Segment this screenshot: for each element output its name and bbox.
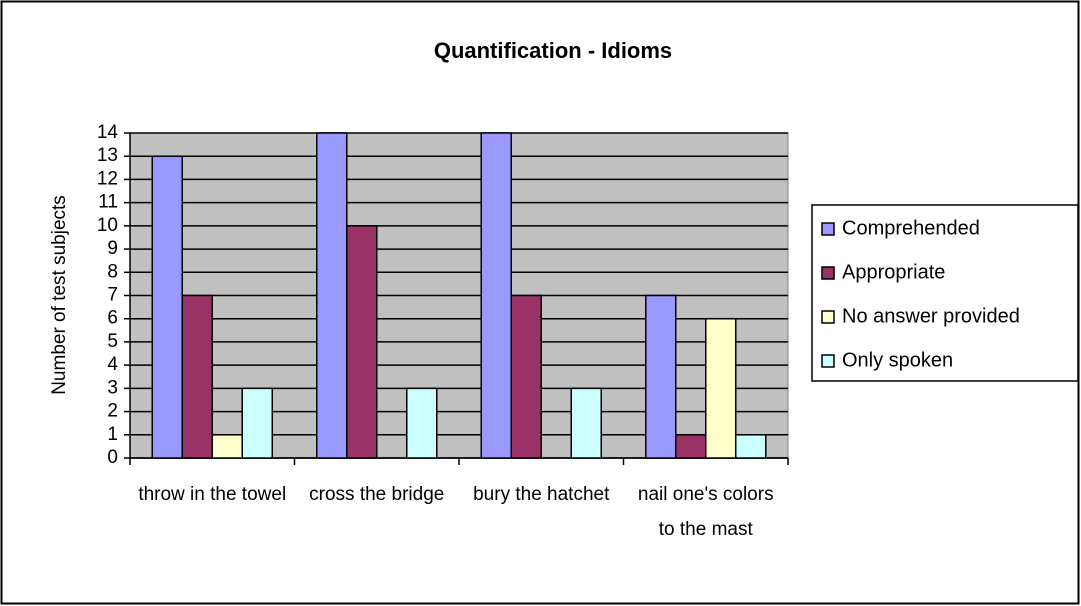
legend-swatch <box>821 222 835 236</box>
bar <box>735 434 767 459</box>
y-axis-label: Number of test subjects <box>49 195 70 395</box>
legend-label: Only spoken <box>842 349 953 371</box>
y-tick-label: 5 <box>107 331 118 352</box>
x-tick-label: bury the hatchet <box>473 484 610 505</box>
bar <box>346 225 378 459</box>
y-tick-label: 11 <box>98 192 118 213</box>
legend-label: Appropriate <box>842 261 945 283</box>
y-tick-label: 14 <box>97 122 119 143</box>
x-tick-label: nail one's colors to the mast <box>638 484 774 540</box>
y-tick-label: 12 <box>97 168 118 189</box>
y-tick-label: 4 <box>107 354 118 375</box>
bar <box>316 132 348 459</box>
bar <box>151 155 183 459</box>
bar <box>645 294 677 459</box>
bar <box>241 387 273 459</box>
y-tick-label: 6 <box>107 308 118 329</box>
bar <box>510 294 542 459</box>
legend-box <box>811 204 1079 382</box>
x-tick-label: cross the bridge <box>309 484 444 505</box>
bar <box>570 387 602 459</box>
legend-swatch <box>821 310 835 324</box>
bar <box>705 317 737 459</box>
x-tick-label: throw in the towel <box>138 484 286 505</box>
bar <box>181 294 213 459</box>
bar <box>675 434 707 459</box>
y-tick-label: 8 <box>107 261 118 282</box>
bar <box>211 434 243 459</box>
y-tick-label: 9 <box>107 238 118 259</box>
chart-title: Quantification - Idioms <box>434 38 672 63</box>
y-tick-label: 13 <box>97 145 118 166</box>
legend-label: No answer provided <box>842 305 1020 327</box>
legend-swatch <box>821 266 835 280</box>
y-tick-label: 0 <box>107 447 118 468</box>
y-tick-label: 10 <box>97 215 118 236</box>
legend-swatch <box>821 354 835 368</box>
y-tick-label: 7 <box>107 285 118 306</box>
y-tick-label: 3 <box>107 377 118 398</box>
y-tick-label: 2 <box>107 401 118 422</box>
legend-label: Comprehended <box>842 217 980 239</box>
y-tick-label: 1 <box>107 424 118 445</box>
bar <box>406 387 438 459</box>
bar <box>480 132 512 459</box>
